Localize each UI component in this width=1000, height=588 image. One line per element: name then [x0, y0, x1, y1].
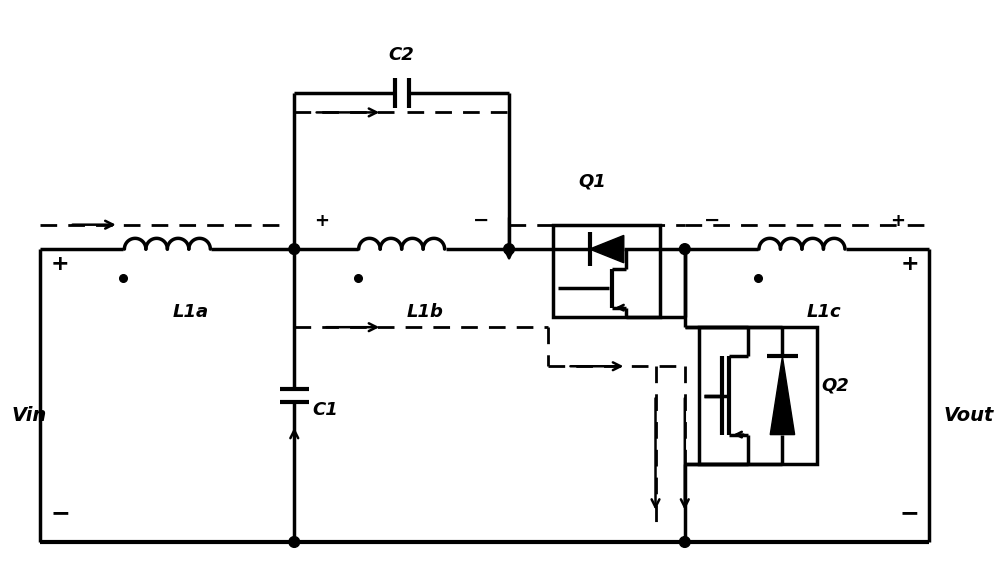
Text: −: −: [704, 211, 721, 229]
Circle shape: [679, 537, 690, 547]
Polygon shape: [590, 235, 624, 263]
Text: −: −: [473, 211, 490, 229]
Text: −: −: [899, 501, 919, 524]
Text: Q2: Q2: [821, 377, 849, 395]
Circle shape: [679, 243, 690, 255]
Text: C1: C1: [312, 401, 338, 419]
Bar: [553, 225, 660, 318]
Circle shape: [504, 243, 514, 255]
Text: +: +: [314, 212, 329, 229]
Text: +: +: [50, 254, 69, 274]
Text: Vin: Vin: [11, 406, 46, 425]
Text: L1b: L1b: [407, 303, 443, 321]
Text: Vout: Vout: [944, 406, 994, 425]
Text: C2: C2: [389, 46, 415, 64]
Text: −: −: [50, 501, 70, 524]
Circle shape: [289, 537, 300, 547]
Text: +: +: [900, 254, 919, 274]
Circle shape: [289, 243, 300, 255]
Bar: [699, 327, 817, 464]
Text: L1a: L1a: [172, 303, 208, 321]
Text: +: +: [890, 212, 905, 229]
Text: Q1: Q1: [578, 172, 606, 191]
Text: L1c: L1c: [807, 303, 841, 321]
Polygon shape: [770, 356, 795, 435]
